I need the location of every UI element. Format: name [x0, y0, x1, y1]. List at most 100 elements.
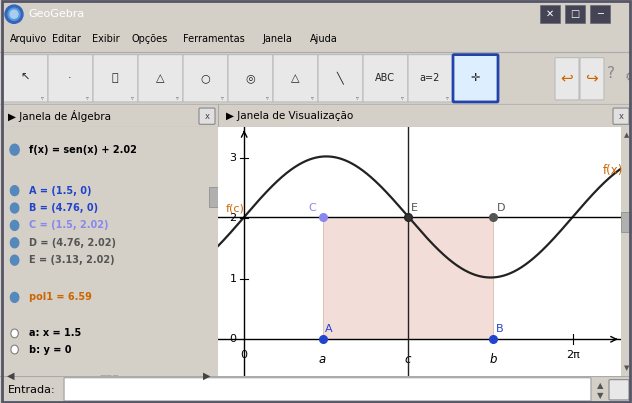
- FancyBboxPatch shape: [3, 55, 48, 102]
- Text: ▶ Janela de Visualização: ▶ Janela de Visualização: [226, 111, 353, 121]
- Text: ▿: ▿: [356, 96, 358, 100]
- Text: ▿: ▿: [176, 96, 178, 100]
- Text: ✕: ✕: [546, 9, 554, 19]
- Text: a: a: [319, 353, 326, 366]
- Text: f(x): f(x): [602, 164, 623, 177]
- Circle shape: [10, 144, 19, 155]
- Circle shape: [5, 5, 23, 23]
- Text: ─: ─: [597, 9, 603, 19]
- Text: D = (4.76, 2.02): D = (4.76, 2.02): [29, 238, 116, 248]
- Bar: [540, 5, 560, 23]
- Text: C: C: [308, 203, 317, 213]
- Circle shape: [10, 186, 19, 195]
- Text: ▶: ▶: [204, 371, 211, 380]
- Text: 0: 0: [241, 350, 248, 360]
- FancyBboxPatch shape: [138, 55, 183, 102]
- Bar: [590, 5, 610, 23]
- Text: Ferramentas: Ferramentas: [183, 35, 245, 44]
- FancyBboxPatch shape: [228, 55, 273, 102]
- Text: ↩: ↩: [561, 70, 573, 85]
- Text: Editar: Editar: [52, 35, 81, 44]
- Circle shape: [11, 345, 18, 354]
- Text: □: □: [570, 9, 580, 19]
- Text: ▶ Janela de Álgebra: ▶ Janela de Álgebra: [8, 110, 111, 122]
- Text: ◎: ◎: [245, 73, 255, 83]
- Text: pol1 = 6.59: pol1 = 6.59: [29, 293, 92, 302]
- Text: b: y = 0: b: y = 0: [29, 345, 71, 355]
- Text: ⟋: ⟋: [112, 73, 118, 83]
- Text: ABC: ABC: [375, 73, 395, 83]
- Text: △: △: [155, 73, 164, 83]
- FancyBboxPatch shape: [613, 108, 629, 124]
- Text: Entrada:: Entrada:: [8, 385, 56, 395]
- FancyBboxPatch shape: [64, 378, 591, 401]
- FancyBboxPatch shape: [48, 55, 93, 102]
- Bar: [322, 217, 408, 339]
- FancyBboxPatch shape: [408, 55, 453, 102]
- Text: C = (1.5, 2.02): C = (1.5, 2.02): [29, 220, 109, 231]
- Text: ▿: ▿: [85, 96, 88, 100]
- FancyBboxPatch shape: [199, 108, 215, 124]
- Text: △: △: [291, 73, 299, 83]
- Text: ↖: ↖: [20, 73, 30, 83]
- Text: Ajuda: Ajuda: [310, 35, 337, 44]
- FancyBboxPatch shape: [363, 55, 408, 102]
- Text: ·: ·: [68, 73, 72, 83]
- Text: ▿: ▿: [221, 96, 223, 100]
- Text: GeoGebra: GeoGebra: [28, 9, 84, 19]
- Text: a: x = 1.5: a: x = 1.5: [29, 328, 82, 339]
- Circle shape: [11, 345, 18, 354]
- Bar: [408, 217, 493, 339]
- Text: ▬▬▬: ▬▬▬: [99, 373, 119, 378]
- Text: 2π: 2π: [566, 350, 580, 360]
- Text: ▿: ▿: [40, 96, 44, 100]
- Bar: [209, 187, 217, 207]
- Text: ○: ○: [200, 73, 210, 83]
- Text: ◀: ◀: [7, 371, 15, 380]
- FancyBboxPatch shape: [273, 55, 318, 102]
- Text: Exibir: Exibir: [92, 35, 119, 44]
- Text: 2: 2: [229, 213, 236, 223]
- Text: E = (3.13, 2.02): E = (3.13, 2.02): [29, 255, 115, 265]
- Text: A: A: [325, 324, 333, 334]
- FancyBboxPatch shape: [453, 55, 498, 102]
- Text: ▼: ▼: [597, 391, 604, 401]
- Bar: [565, 5, 585, 23]
- Text: ▿: ▿: [401, 96, 403, 100]
- Text: B = (4.76, 0): B = (4.76, 0): [29, 203, 99, 213]
- Circle shape: [10, 10, 18, 18]
- Text: x: x: [619, 112, 624, 120]
- Circle shape: [10, 293, 19, 302]
- Text: 3: 3: [229, 153, 236, 163]
- Text: E: E: [411, 204, 418, 213]
- Text: 1: 1: [229, 274, 236, 284]
- Text: ▿: ▿: [265, 96, 269, 100]
- Text: ▲: ▲: [597, 381, 604, 390]
- Text: Opções: Opções: [132, 35, 168, 44]
- Text: Arquivo: Arquivo: [10, 35, 47, 44]
- Text: f(x) = sen(x) + 2.02: f(x) = sen(x) + 2.02: [29, 145, 137, 155]
- Text: ▲: ▲: [624, 132, 629, 138]
- Text: f(c): f(c): [226, 204, 245, 213]
- Text: B: B: [496, 324, 504, 334]
- Text: 0: 0: [229, 334, 236, 344]
- Text: D: D: [497, 204, 506, 213]
- FancyBboxPatch shape: [555, 58, 579, 100]
- Bar: [621, 212, 631, 232]
- Text: ▿: ▿: [131, 96, 133, 100]
- Circle shape: [11, 329, 18, 338]
- FancyBboxPatch shape: [318, 55, 363, 102]
- Text: ↪: ↪: [586, 70, 599, 85]
- Text: c: c: [404, 353, 411, 366]
- Text: ▿: ▿: [446, 96, 448, 100]
- Text: ⚙: ⚙: [624, 71, 632, 84]
- Text: b: b: [489, 353, 497, 366]
- Text: ▼: ▼: [624, 365, 629, 371]
- Circle shape: [10, 238, 19, 248]
- Text: x: x: [205, 112, 209, 120]
- Circle shape: [10, 220, 19, 231]
- Text: ▿: ▿: [310, 96, 313, 100]
- Text: ?: ?: [607, 66, 615, 81]
- Text: a=2: a=2: [420, 73, 440, 83]
- Text: A = (1.5, 0): A = (1.5, 0): [29, 186, 92, 195]
